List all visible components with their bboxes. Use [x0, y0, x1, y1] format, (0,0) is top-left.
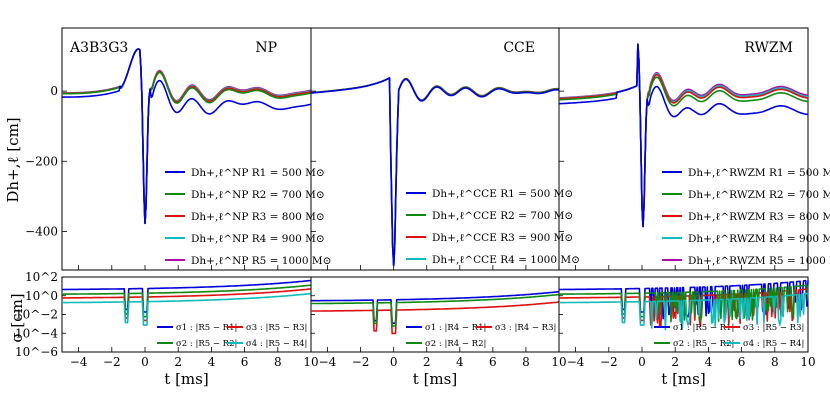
panel-rwzm-error-legend-label: σ1 : |R5 − R1| — [673, 323, 734, 333]
panel-np-error-red — [62, 288, 312, 322]
panel-cce-xtick-label: −4 — [319, 355, 337, 369]
panel-np-error-legend-label: σ1 : |R5 − R1| — [176, 323, 237, 333]
panel-rwzm-xtick-label: 4 — [705, 355, 713, 369]
bottom-ytick-label: 10^−2 — [15, 308, 58, 322]
bottom-ytick-label: 10^−4 — [15, 326, 58, 340]
panel-cce-xtick-label: 0 — [390, 355, 398, 369]
top-ytick-label: −400 — [25, 224, 58, 238]
panel-rwzm-series-green — [559, 43, 809, 228]
panel-np-legend-label: Dh+,ℓ^NP R2 = 700 M⊙ — [191, 189, 325, 201]
panel-cce-error-legend-label: σ3 : |R4 − R3| — [495, 323, 556, 333]
panel-rwzm-xtick-label: −4 — [567, 355, 585, 369]
bottom-ytick-label: 10^0 — [25, 289, 58, 303]
panel-np-x-axis-label: t [ms] — [164, 370, 208, 388]
panel-rwzm-xtick-label: 2 — [671, 355, 679, 369]
panel-np-xtick-label: −2 — [103, 355, 121, 369]
panel-np-error-legend-label: σ3 : |R5 − R3| — [246, 323, 307, 333]
panel-np-legend-label: Dh+,ℓ^NP R4 = 900 M⊙ — [191, 233, 325, 245]
panel-rwzm-legend-label: Dh+,ℓ^RWZM R2 = 700 M⊙ — [688, 189, 830, 201]
top-ytick-label: 0 — [50, 84, 58, 98]
panel-np-legend-label: Dh+,ℓ^NP R3 = 800 M⊙ — [191, 211, 325, 223]
panel-np-title: NP — [255, 40, 277, 56]
panel-rwzm-legend-label: Dh+,ℓ^RWZM R1 = 500 M⊙ — [688, 167, 830, 179]
top-y-axis-label: Dh+,ℓ [cm] — [4, 117, 22, 202]
panel-np-legend-label: Dh+,ℓ^NP R1 = 500 M⊙ — [191, 167, 325, 179]
panel-rwzm-series-blue — [559, 43, 809, 228]
panel-rwzm-xtick-label: 6 — [738, 355, 746, 369]
panel-rwzm-error-cyan — [559, 292, 809, 331]
panel-cce-xtick-label: 2 — [423, 355, 431, 369]
panel-rwzm-error-legend-label: σ3 : |R5 − R3| — [743, 323, 804, 333]
panel-rwzm-x-axis-label: t [ms] — [661, 370, 705, 388]
panel-np-error-cyan — [62, 292, 312, 326]
panel-np-xtick-label: 10 — [303, 355, 318, 369]
panel-np-xtick-label: 4 — [208, 355, 216, 369]
panel-rwzm-xtick-label: −2 — [600, 355, 618, 369]
panel-cce-legend-label: Dh+,ℓ^CCE R3 = 900 M⊙ — [432, 232, 573, 244]
panel-np-error-legend-label: σ2 : |R5 − R2| — [176, 339, 237, 349]
panel-rwzm-xtick-label: 0 — [638, 355, 646, 369]
bottom-ytick-label: 10^2 — [25, 270, 58, 284]
panel-np-series-green — [62, 48, 312, 225]
panel-cce-error-blue — [311, 290, 560, 324]
panel-cce-xtick-label: 8 — [522, 355, 530, 369]
panel-cce-error-legend-label: σ2 : |R4 − R2| — [425, 339, 486, 349]
panel-rwzm-title: RWZM — [744, 40, 793, 56]
panel-np-xtick-label: 8 — [274, 355, 282, 369]
panel-cce-legend-label: Dh+,ℓ^CCE R4 = 1000 M⊙ — [432, 254, 580, 266]
top-ytick-label: −200 — [25, 154, 58, 168]
panel-cce-xtick-label: 10 — [551, 355, 566, 369]
panel-cce-error-green — [311, 293, 560, 327]
panel-np-xtick-label: 6 — [241, 355, 249, 369]
panel-rwzm-xtick-label: 10 — [800, 355, 815, 369]
panel-cce-error-legend-label: σ1 : |R4 − R1| — [425, 323, 486, 333]
panel-np-error-blue — [62, 279, 312, 313]
panel-rwzm-error-legend-label: σ4 : |R5 − R4| — [743, 339, 804, 349]
bottom-ytick-label: 10^−6 — [15, 345, 58, 359]
panel-cce-xtick-label: 4 — [456, 355, 464, 369]
panel-cce-series-blue — [310, 77, 560, 267]
panel-rwzm-legend-label: Dh+,ℓ^RWZM R4 = 900 M⊙ — [688, 233, 830, 245]
panel-np-xtick-label: 0 — [141, 355, 149, 369]
panel-np-error-green — [62, 284, 312, 318]
panel-np-tag: A3B3G3 — [69, 40, 128, 56]
panel-np-xtick-label: −4 — [70, 355, 88, 369]
panel-np-legend-label: Dh+,ℓ^NP R5 = 1000 M⊙ — [191, 255, 331, 267]
panel-rwzm-legend-label: Dh+,ℓ^RWZM R3 = 800 M⊙ — [688, 211, 830, 223]
panel-rwzm-top-frame — [558, 27, 809, 271]
panel-rwzm-xtick-label: 8 — [771, 355, 779, 369]
panel-cce-xtick-label: 6 — [489, 355, 497, 369]
panel-rwzm-series-red — [558, 43, 809, 228]
panel-rwzm-legend-label: Dh+,ℓ^RWZM R5 = 1000 M⊙ — [688, 255, 830, 267]
panel-np-error-legend-label: σ4 : |R5 − R4| — [246, 339, 307, 349]
panel-cce-legend-label: Dh+,ℓ^CCE R1 = 500 M⊙ — [432, 188, 573, 200]
panel-cce-x-axis-label: t [ms] — [413, 370, 457, 388]
panel-cce-xtick-label: −2 — [352, 355, 370, 369]
bottom-y-axis-label: σ [cm] — [8, 293, 26, 342]
panel-cce-title: CCE — [503, 40, 535, 56]
plot-layer: −4 −2 0 2 4 6 8 10 t [ms] Dh+,ℓ^NP R1 = 500 M⊙ Dh+… — [15, 27, 830, 388]
panel-cce-legend-label: Dh+,ℓ^CCE R2 = 700 M⊙ — [432, 210, 573, 222]
panel-np-xtick-label: 2 — [174, 355, 182, 369]
panel-np-series-blue — [62, 48, 312, 225]
panel-rwzm-error-legend-label: σ2 : |R5 − R2| — [673, 339, 734, 349]
panel-cce-error-red — [311, 301, 560, 335]
panel-rwzm-error-green — [559, 284, 809, 324]
